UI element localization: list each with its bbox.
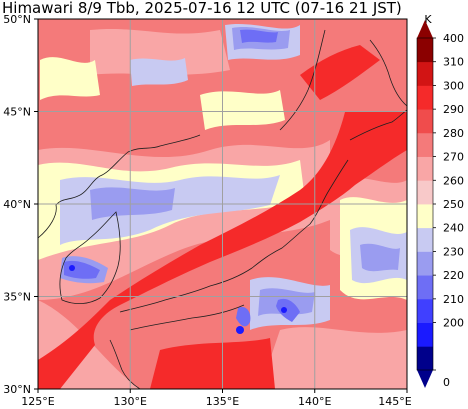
- colorbar-tick-label: 230: [443, 245, 464, 258]
- tbb-coldest-cores: [69, 265, 287, 334]
- map-title: Himawari 8/9 Tbb, 2025-07-16 12 UTC (07-…: [2, 0, 402, 17]
- colorbar-segment: [417, 346, 433, 371]
- lon-label-140: 140°E: [298, 395, 331, 408]
- colorbar-segment: [417, 61, 433, 86]
- colorbar-tick-label: 300: [443, 79, 464, 92]
- colorbar-segment: [417, 251, 433, 276]
- tbb-deep-convection: [64, 29, 300, 327]
- colorbar-segment: [417, 227, 433, 252]
- lon-label-145: 145°E: [378, 395, 411, 408]
- colorbar-segment: [417, 156, 433, 181]
- colorbar-segment: [417, 109, 433, 134]
- latitude-labels: 50°N 45°N 40°N 35°N 30°N: [3, 13, 31, 396]
- colorbar-tick-label: 200: [443, 317, 464, 330]
- colorbar-unit: K: [424, 13, 432, 26]
- lon-label-125: 125°E: [21, 395, 54, 408]
- colorbar-tick-label: 400: [443, 32, 464, 45]
- colorbar-tick-label: 260: [443, 174, 464, 187]
- lat-label-40: 40°N: [3, 198, 31, 211]
- colorbar-tick-label: 250: [443, 198, 464, 211]
- colorbar-tick-label: 210: [443, 293, 464, 306]
- colorbar-segments: [416, 20, 434, 388]
- coastlines: [38, 29, 407, 389]
- colorbar-segment: [417, 180, 433, 205]
- lon-label-130: 130°E: [114, 395, 147, 408]
- colorbar-segment: [417, 85, 433, 110]
- map-panel: 50°N 45°N 40°N 35°N 30°N 125°E 130°E 135…: [3, 13, 412, 408]
- colorbar-tick-label: 0: [443, 376, 450, 389]
- lat-label-45: 45°N: [3, 106, 31, 119]
- colorbar-extend-min: [417, 370, 433, 388]
- colorbar-tick-label: 270: [443, 151, 464, 164]
- colorbar-segment: [417, 298, 433, 323]
- axis-ticks: [34, 18, 408, 393]
- colorbar-segment: [417, 322, 433, 347]
- colorbar-segment: [417, 38, 433, 63]
- colorbar-segment: [417, 132, 433, 157]
- colorbar-labels: 400 310 300 290 280 270 260 250 240 230 220 210 200 0: [433, 32, 464, 389]
- colorbar: K 400 310 300 290 280 270 260 250 240 230 220 210 20…: [416, 13, 464, 389]
- lat-label-30: 30°N: [3, 383, 31, 396]
- colorbar-segment: [417, 204, 433, 229]
- colorbar-segment: [417, 275, 433, 300]
- lat-label-50: 50°N: [3, 13, 31, 26]
- colorbar-tick-label: 240: [443, 222, 464, 235]
- colorbar-tick-label: 280: [443, 127, 464, 140]
- colorbar-extend-max: [417, 20, 433, 38]
- colorbar-tick-label: 290: [443, 103, 464, 116]
- graticule: [38, 19, 407, 389]
- longitude-labels: 125°E 130°E 135°E 140°E 145°E: [21, 395, 411, 408]
- lat-label-35: 35°N: [3, 291, 31, 304]
- lon-label-135: 135°E: [206, 395, 239, 408]
- colorbar-tick-label: 220: [443, 269, 464, 282]
- colorbar-tick-label: 310: [443, 56, 464, 69]
